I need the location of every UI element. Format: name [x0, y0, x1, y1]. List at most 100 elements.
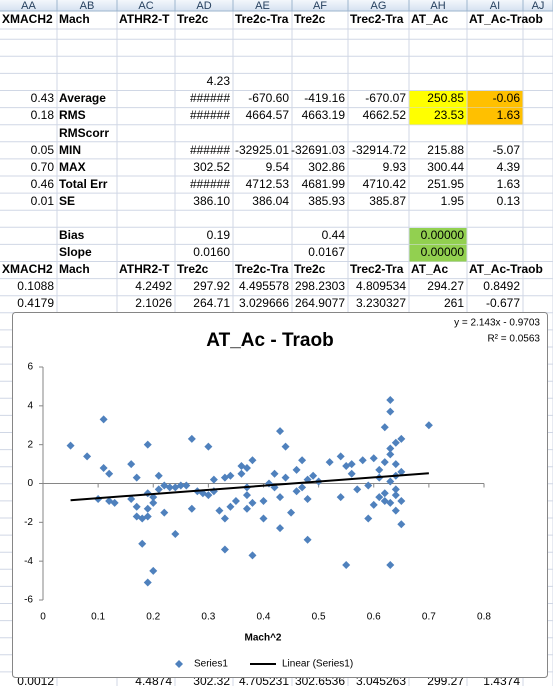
cell-text: 261: [444, 296, 464, 310]
cell-text: ######: [190, 91, 230, 105]
point: [281, 473, 290, 482]
point: [248, 498, 257, 507]
y-tick-label: -2: [24, 517, 33, 528]
point: [397, 520, 406, 529]
column-header: AE: [255, 0, 270, 12]
cell-text: Tre2c-Tra: [235, 262, 289, 276]
cell-text: 4.23: [207, 74, 231, 88]
cell-text: 4.809534: [356, 279, 406, 293]
cell-text: 386.10: [193, 194, 230, 208]
cell-text: ATHR2-T: [119, 262, 170, 276]
cell-text: Trec2-Tra: [350, 262, 404, 276]
point: [347, 460, 356, 469]
point: [386, 444, 395, 453]
y-tick-label: 0: [27, 478, 33, 489]
point: [375, 493, 384, 502]
point: [353, 485, 362, 494]
point: [397, 467, 406, 476]
cell-fill: [467, 108, 523, 125]
point: [375, 465, 384, 474]
cell-text: Tre2c: [294, 12, 326, 26]
point: [380, 496, 389, 505]
cell-text: 302.32: [193, 674, 230, 686]
point: [336, 493, 345, 502]
point: [220, 514, 229, 523]
cell-text: Mach: [59, 262, 90, 276]
cell-text: Mach: [59, 12, 90, 26]
cell-text: 0.46: [31, 177, 55, 191]
point: [83, 452, 92, 461]
cell-text: 302.52: [193, 160, 230, 174]
point: [309, 471, 318, 480]
point: [276, 493, 285, 502]
x-tick-label: 0.8: [477, 612, 491, 623]
point: [298, 456, 307, 465]
point: [386, 396, 395, 405]
cell-text: 250.85: [427, 91, 464, 105]
point: [386, 561, 395, 570]
point: [149, 498, 158, 507]
point: [397, 434, 406, 443]
cell-text: 0.44: [322, 228, 346, 242]
y-tick-label: 4: [27, 400, 33, 411]
point: [99, 463, 108, 472]
point: [237, 469, 246, 478]
chart: AT_Ac - Traob y = 2.143x - 0.9703 R² = 0…: [12, 312, 548, 678]
column-header: AD: [196, 0, 211, 12]
cell-text: 3.230327: [356, 296, 406, 310]
point: [303, 535, 312, 544]
cell-text: Tre2c: [177, 12, 209, 26]
point: [143, 512, 152, 521]
point: [138, 539, 147, 548]
point: [248, 551, 257, 560]
cell-text: 299.27: [427, 674, 464, 686]
cell-text: 9.93: [383, 160, 407, 174]
x-tick-label: 0: [40, 612, 46, 623]
point: [66, 441, 75, 450]
cell-text: 251.95: [427, 177, 464, 191]
point: [132, 473, 141, 482]
cell-text: AT_Ac: [411, 262, 448, 276]
point: [242, 504, 251, 513]
x-tick-label: 0.1: [91, 612, 105, 623]
cell-text: 264.71: [193, 296, 230, 310]
point: [182, 481, 191, 490]
cell-text: 0.43: [31, 91, 55, 105]
cell-text: MAX: [59, 160, 86, 174]
column-header: AG: [371, 0, 387, 12]
cell-text: 4710.42: [363, 177, 407, 191]
point: [154, 485, 163, 494]
x-tick-label: 0.5: [312, 612, 326, 623]
point: [99, 415, 108, 424]
legend-marker: [175, 660, 183, 668]
cell-text: 302.86: [308, 160, 345, 174]
point: [303, 495, 312, 504]
cell-text: ######: [190, 108, 230, 122]
cell-text: 0.01: [31, 194, 55, 208]
point: [347, 469, 356, 478]
cell-text: MIN: [59, 143, 81, 157]
cell-text: 298.2303: [295, 279, 345, 293]
cell-text: 302.6536: [295, 674, 345, 686]
cell-text: 0.70: [31, 160, 55, 174]
cell-text: 1.63: [497, 177, 521, 191]
x-tick-label: 0.4: [257, 612, 271, 623]
cell-text: Slope: [59, 245, 92, 259]
point: [380, 458, 389, 467]
point: [287, 508, 296, 517]
cell-text: 0.00000: [421, 228, 465, 242]
cell-text: -0.06: [493, 91, 521, 105]
point: [209, 475, 218, 484]
point: [187, 434, 196, 443]
point: [298, 483, 307, 492]
point: [391, 506, 400, 515]
column-header: AC: [138, 0, 153, 12]
point: [143, 440, 152, 449]
cell-text: 4.4874: [135, 674, 172, 686]
cell-fill: [409, 108, 467, 125]
cell-text: Average: [59, 91, 106, 105]
x-tick-label: 0.6: [367, 612, 381, 623]
trend-r2: R² = 0.0563: [487, 334, 540, 345]
trend-equation: y = 2.143x - 0.9703: [454, 318, 540, 329]
legend-label: Series1: [194, 659, 228, 670]
